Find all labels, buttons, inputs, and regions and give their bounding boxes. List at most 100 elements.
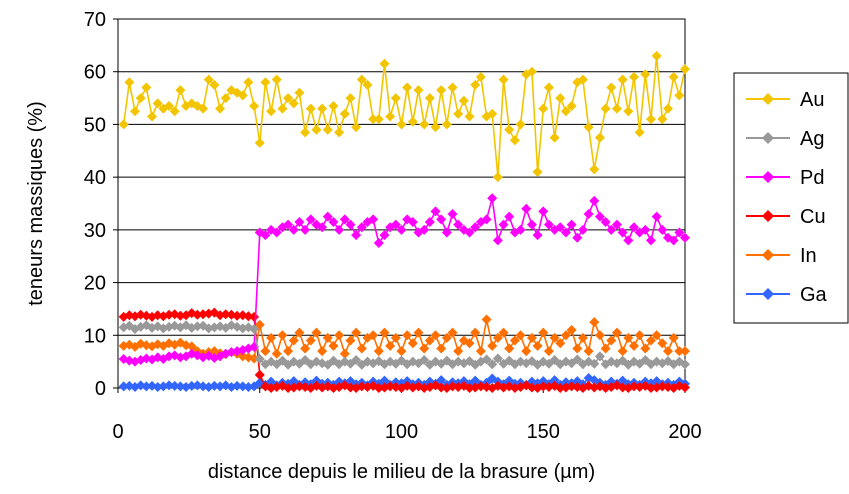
data-point-pd — [351, 230, 362, 241]
data-point-pd — [526, 219, 537, 230]
data-point-cu — [385, 381, 396, 392]
data-point-au — [237, 90, 248, 101]
data-point-in — [356, 343, 367, 354]
data-point-in — [594, 330, 605, 341]
data-point-au — [220, 93, 231, 104]
data-point-pd — [396, 224, 407, 235]
legend-marker-diamond-icon — [762, 210, 774, 222]
data-point-in — [294, 327, 305, 338]
data-point-au — [560, 106, 571, 117]
data-point-in — [413, 327, 424, 338]
data-point-au — [538, 103, 549, 114]
data-point-ag — [589, 358, 600, 369]
data-point-au — [498, 74, 509, 85]
data-point-in — [345, 335, 356, 346]
data-point-au — [368, 114, 379, 125]
y-tick-label: 30 — [84, 220, 106, 242]
data-point-cu — [566, 381, 577, 392]
data-point-in — [606, 335, 617, 346]
data-point-cu — [220, 309, 231, 320]
data-point-in — [373, 346, 384, 357]
data-point-in — [300, 343, 311, 354]
data-point-au — [198, 103, 209, 114]
data-point-au — [271, 74, 282, 85]
data-point-pd — [294, 216, 305, 227]
data-point-cu — [294, 381, 305, 392]
data-point-au — [351, 122, 362, 133]
data-point-au — [657, 114, 668, 125]
series-in — [118, 314, 690, 364]
data-point-in — [662, 346, 673, 357]
data-point-in — [186, 341, 197, 352]
data-point-au — [424, 93, 435, 104]
x-axis-title: distance depuis le milieu de la brasure … — [208, 461, 595, 483]
data-point-cu — [175, 310, 186, 321]
data-point-au — [254, 137, 265, 148]
data-point-pd — [538, 206, 549, 217]
data-point-au — [147, 111, 158, 122]
legend-marker-diamond-icon — [762, 171, 774, 183]
data-point-au — [617, 74, 628, 85]
data-point-ga — [152, 381, 163, 392]
data-point-au — [215, 103, 226, 114]
data-point-pd — [521, 203, 532, 214]
data-point-in — [589, 317, 600, 328]
data-point-au — [356, 74, 367, 85]
data-point-in — [305, 335, 316, 346]
data-point-cu — [538, 381, 549, 392]
data-point-pd — [668, 235, 679, 246]
x-tick-label: 200 — [668, 421, 701, 443]
data-point-au — [470, 79, 481, 90]
data-point-au — [441, 119, 452, 130]
data-point-ga — [232, 380, 243, 391]
data-point-ag — [680, 359, 690, 370]
data-point-pd — [260, 230, 271, 241]
data-point-pd — [419, 224, 430, 235]
data-point-ag — [351, 355, 362, 366]
y-tick-label: 10 — [84, 325, 106, 347]
x-tick-label: 50 — [249, 421, 271, 443]
data-point-pd — [543, 219, 554, 230]
data-point-au — [152, 98, 163, 109]
data-point-in — [464, 338, 475, 349]
data-point-in — [288, 335, 299, 346]
data-point-au — [334, 127, 345, 138]
data-point-in — [475, 346, 486, 357]
data-point-pd — [356, 222, 367, 233]
data-point-in — [555, 338, 566, 349]
data-point-in — [481, 314, 492, 325]
data-point-au — [674, 90, 685, 101]
data-point-au — [118, 119, 129, 130]
data-point-in — [566, 325, 577, 336]
data-point-cu — [283, 383, 294, 393]
data-point-au — [390, 93, 401, 104]
data-point-pd — [407, 216, 418, 227]
data-point-ag — [192, 321, 203, 332]
data-point-au — [362, 79, 373, 90]
data-point-au — [402, 82, 413, 93]
data-point-in — [419, 343, 430, 354]
data-point-au — [645, 114, 656, 125]
data-point-pd — [317, 222, 328, 233]
data-point-pd — [487, 193, 498, 204]
legend-label: Ga — [800, 284, 828, 306]
x-tick-label: 150 — [527, 421, 560, 443]
legend-item-ag: Ag — [746, 128, 824, 150]
data-point-au — [662, 103, 673, 114]
data-point-pd — [628, 222, 639, 233]
data-point-pd — [498, 219, 509, 230]
data-point-au — [526, 66, 537, 77]
data-point-au — [589, 164, 600, 175]
data-point-in — [538, 327, 549, 338]
data-point-in — [407, 338, 418, 349]
data-point-au — [169, 106, 180, 117]
data-point-pd — [300, 224, 311, 235]
data-point-pd — [288, 224, 299, 235]
data-point-in — [509, 335, 520, 346]
data-point-pd — [447, 209, 458, 220]
data-point-cu — [628, 381, 639, 392]
data-point-pd — [611, 219, 622, 230]
data-point-cu — [345, 382, 356, 393]
y-tick-label: 20 — [84, 273, 106, 295]
data-point-in — [640, 343, 651, 354]
